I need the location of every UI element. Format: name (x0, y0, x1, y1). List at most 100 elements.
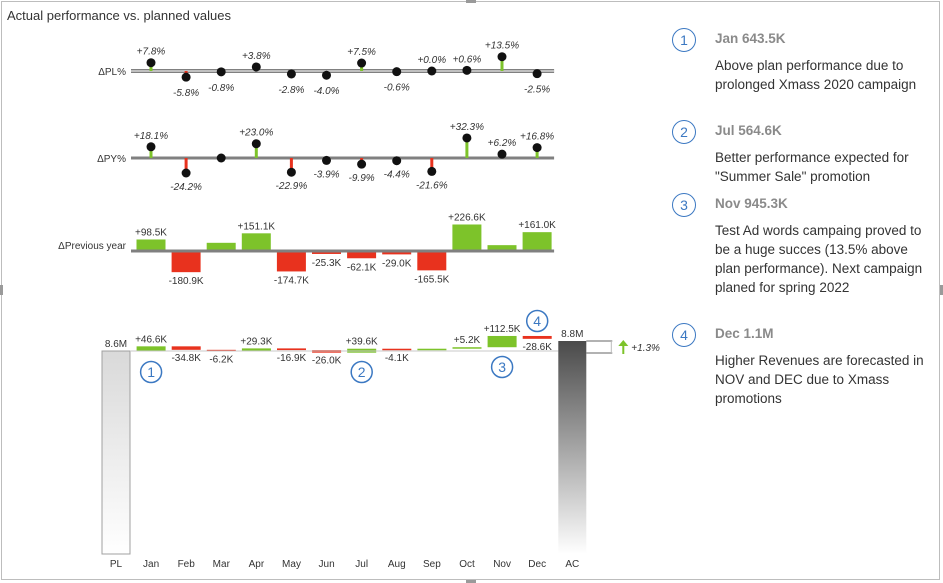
data-label: +3.8% (242, 51, 271, 62)
note-heading: Nov 945.3K (715, 196, 788, 211)
data-label: -62.1K (347, 262, 377, 273)
delta-bar (276, 251, 306, 272)
waterfall-bar (487, 335, 517, 348)
lollipop-dot (462, 65, 472, 75)
x-tick-label: PL (110, 559, 123, 570)
annotation-marker (525, 309, 549, 333)
delta-bar (136, 239, 166, 251)
note-number-marker: 3 (672, 193, 696, 217)
note-text: Higher Revenues are forecasted in NOV an… (715, 353, 924, 406)
data-label: -5.8% (173, 88, 199, 99)
lollipop-dot (392, 156, 402, 166)
data-label: -9.9% (349, 173, 375, 184)
chart-title: Actual performance vs. planned values (7, 8, 232, 23)
note-number-marker: 4 (672, 323, 696, 347)
delta-bar (487, 245, 517, 251)
delta-bar (347, 251, 377, 259)
data-label: -29.0K (382, 258, 412, 269)
data-label: +13.5% (485, 41, 519, 52)
data-label: -4.1K (385, 353, 409, 364)
data-label: -4.4% (384, 170, 410, 181)
up-arrow-icon (618, 340, 629, 346)
note-2: 2 Jul 564.6K Better performance expected… (672, 120, 932, 184)
lollipop-dot (146, 142, 156, 152)
annotation-marker (350, 360, 373, 384)
waterfall-bar (136, 346, 166, 351)
data-label: +32.3% (450, 122, 484, 133)
lollipop-dot (251, 139, 261, 149)
lollipop-dot (497, 149, 507, 159)
lollipop-dot (181, 168, 191, 178)
delta-bar (452, 224, 482, 251)
data-label: -26.0K (312, 356, 342, 367)
data-label: +39.6K (346, 337, 378, 348)
data-label: -24.2% (170, 182, 202, 193)
lollipop-dot (392, 67, 402, 77)
data-label: -180.9K (169, 276, 204, 287)
lollipop-dot (286, 69, 296, 79)
lollipop-dot (532, 143, 542, 153)
row-label: ΔPY% (97, 154, 126, 165)
note-heading: Jul 564.6K (715, 123, 782, 138)
data-label: -4.0% (313, 86, 339, 97)
pl-total-bar (101, 350, 131, 555)
resize-handle-bottom[interactable] (466, 580, 476, 583)
data-label: -25.3K (312, 258, 342, 269)
ac-total-bar (558, 341, 587, 554)
data-label: +5.2K (454, 335, 481, 346)
data-label: -16.9K (277, 353, 307, 364)
x-tick-label: Jun (319, 559, 335, 570)
data-label: +98.5K (135, 227, 167, 238)
chart-canvas: ΔPL% +7.8% -5.8% -0.8% +3.8% -2.8% -4.0% +7.5% -… (58, 41, 660, 570)
total-label: 8.6M (105, 339, 127, 350)
lollipop-dot (216, 67, 226, 77)
data-label: +46.6K (135, 334, 167, 345)
x-tick-label: Oct (459, 559, 475, 570)
data-label: -174.7K (274, 275, 309, 286)
note-heading: Jan 643.5K (715, 31, 786, 46)
note-text: Test Ad words campaing proved to be a hu… (715, 223, 923, 295)
lollipop-dot (357, 159, 367, 169)
delta-bar (417, 251, 447, 271)
x-tick-label: Jul (355, 559, 368, 570)
row-label: ΔPL% (98, 67, 126, 78)
data-label: -21.6% (416, 180, 448, 191)
lollipop-dot (322, 70, 331, 80)
lollipop-dot (181, 72, 191, 82)
waterfall-bar (277, 348, 306, 351)
data-label: -0.6% (384, 83, 410, 94)
x-tick-label: Sep (423, 559, 441, 570)
delta-bar (171, 251, 201, 273)
note-1: 1 Jan 643.5K Above plan performance due … (672, 28, 932, 106)
data-label: -34.8K (171, 353, 201, 364)
lollipop-dot (427, 66, 437, 76)
annotation-number: 1 (147, 364, 155, 380)
lollipop-dot (146, 58, 156, 68)
lollipop-dot (427, 166, 437, 176)
x-tick-label: Apr (249, 559, 265, 570)
lollipop-dot (462, 133, 472, 143)
lollipop-dot (322, 155, 331, 165)
x-tick-label: Aug (388, 559, 406, 570)
resize-handle-left[interactable] (0, 285, 3, 295)
resize-handle-right[interactable] (940, 285, 943, 295)
waterfall-bar (417, 348, 447, 351)
annotation-number: 4 (533, 313, 541, 329)
note-number-marker: 2 (672, 120, 696, 144)
annotation-number: 2 (358, 364, 366, 380)
resize-handle-top[interactable] (466, 0, 476, 3)
variance-label: +1.3% (631, 343, 660, 354)
lollipop-dot (216, 153, 226, 163)
data-label: -165.5K (414, 274, 449, 285)
note-text: Better performance expected for "Summer … (715, 150, 909, 184)
note-heading: Dec 1.1M (715, 326, 774, 341)
data-label: +0.6% (453, 54, 482, 65)
data-label: -2.8% (278, 85, 304, 96)
note-text: Above plan performance due to prolonged … (715, 58, 917, 92)
data-label: +226.6K (448, 212, 486, 223)
data-label: +0.0% (417, 55, 446, 66)
row-label: ΔPrevious year (58, 241, 126, 252)
annotation-marker (490, 355, 514, 379)
data-label: +23.0% (239, 128, 273, 139)
x-tick-label: Dec (528, 559, 546, 570)
